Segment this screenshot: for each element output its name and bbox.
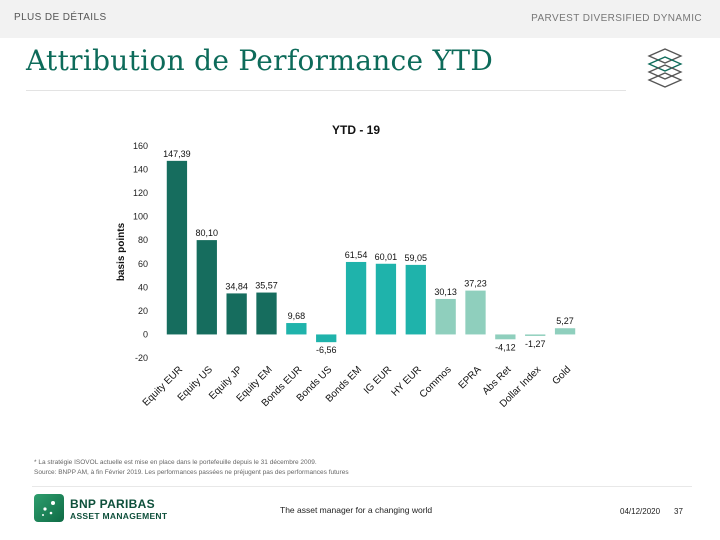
bar-bonds-us: [316, 334, 337, 343]
y-tick-label: -20: [135, 353, 148, 363]
logo-line-1: BNP PARIBAS: [70, 497, 155, 511]
bar-commos: [435, 298, 456, 335]
y-tick-label: 120: [133, 188, 148, 198]
data-label: 37,23: [464, 279, 487, 289]
data-label: 35,57: [255, 281, 278, 291]
bnp-paribas-logo: BNP PARIBAS ASSET MANAGEMENT: [34, 494, 184, 524]
footnote-strategy: * La stratégie ISOVOL actuelle est mise …: [34, 459, 317, 466]
y-tick-label: 160: [133, 141, 148, 151]
slide-title: Attribution de Performance YTD: [26, 44, 494, 77]
y-tick-label: 140: [133, 165, 148, 175]
data-label: 61,54: [345, 250, 368, 260]
y-axis-label: basis points: [116, 222, 127, 281]
bar-abs-ret: [495, 334, 516, 340]
bar-equity-jp: [226, 293, 247, 335]
title-divider: [26, 90, 626, 91]
bar-epra: [465, 290, 486, 335]
data-label: 30,13: [434, 287, 457, 297]
bar-equity-eur: [166, 160, 188, 335]
x-tick-label: EPRA: [457, 364, 484, 391]
bar-dollar-index: [525, 334, 546, 336]
x-tick-label: Commos: [418, 364, 454, 400]
x-tick-label: Gold: [550, 364, 573, 387]
data-label: 60,01: [375, 252, 398, 262]
y-tick-label: 0: [143, 329, 148, 339]
stacked-layers-icon: [647, 48, 683, 88]
footer-divider: [32, 486, 692, 487]
bar-ig-eur: [375, 263, 397, 335]
bar-equity-em: [256, 292, 277, 335]
data-label: 34,84: [225, 281, 248, 291]
logo-line-2: ASSET MANAGEMENT: [70, 511, 168, 521]
data-label: -1,27: [525, 339, 546, 349]
y-tick-label: 100: [133, 212, 148, 222]
star-logo-icon: [34, 494, 64, 522]
y-tick-label: 20: [138, 306, 148, 316]
slide-date: 04/12/2020: [620, 507, 661, 516]
tagline: The asset manager for a changing world: [280, 505, 433, 515]
performance-attribution-chart: YTD - 19 basis points 160 140 120 100 80 60 40 20…: [116, 123, 576, 410]
more-details-link[interactable]: PLUS DE DÉTAILS: [14, 12, 107, 23]
y-tick-label: 40: [138, 282, 148, 292]
bar-bonds-eur: [286, 323, 307, 335]
bar-bonds-em: [345, 261, 367, 335]
data-label: 5,27: [556, 316, 574, 326]
chart-title: YTD - 19: [332, 123, 380, 137]
bar-gold: [554, 328, 576, 335]
bar-equity-us: [196, 240, 217, 335]
data-label: 147,39: [163, 149, 191, 159]
footnotes: * La stratégie ISOVOL actuelle est mise …: [34, 458, 349, 478]
data-label: 9,68: [288, 311, 306, 321]
page-number: 37: [674, 507, 683, 516]
data-label: -4,12: [495, 342, 516, 352]
bar-hy-eur: [405, 264, 426, 335]
x-tick-label: Equity EUR: [141, 364, 185, 408]
data-label: 59,05: [405, 253, 428, 263]
fund-name: PARVEST DIVERSIFIED DYNAMIC: [531, 13, 702, 24]
y-tick-label: 60: [138, 259, 148, 269]
y-tick-label: 80: [138, 235, 148, 245]
top-bar: PLUS DE DÉTAILS PARVEST DIVERSIFIED DYNA…: [0, 0, 720, 38]
data-label: -6,56: [316, 345, 337, 355]
footnote-source: Source: BNPP AM, à fin Février 2019. Les…: [34, 469, 349, 476]
data-label: 80,10: [196, 228, 219, 238]
